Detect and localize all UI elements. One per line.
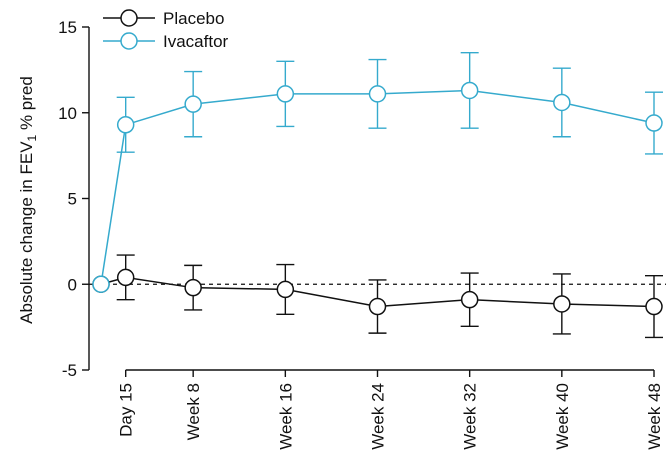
legend-label: Placebo bbox=[163, 9, 224, 28]
y-tick-label: 0 bbox=[68, 275, 77, 294]
data-point bbox=[553, 93, 571, 112]
data-point bbox=[92, 275, 110, 293]
y-tick-label: 10 bbox=[58, 104, 77, 123]
data-point bbox=[116, 116, 135, 134]
legend-item-ivacaftor: Ivacaftor bbox=[103, 32, 229, 51]
x-tick-label: Week 32 bbox=[461, 383, 480, 450]
y-tick-label: -5 bbox=[62, 361, 77, 380]
legend-item-placebo: Placebo bbox=[103, 9, 224, 28]
data-point bbox=[184, 278, 202, 297]
x-tick-label: Week 8 bbox=[184, 383, 203, 440]
y-tick-label: 5 bbox=[68, 190, 77, 209]
data-point bbox=[368, 85, 387, 103]
legend: Placebo Ivacaftor bbox=[103, 9, 229, 51]
legend-marker bbox=[120, 32, 138, 50]
y-axis-title-subscript: 1 bbox=[25, 134, 39, 141]
x-tick-label: Week 48 bbox=[645, 383, 664, 450]
data-point bbox=[116, 268, 135, 287]
data-point bbox=[553, 295, 571, 313]
x-tick-label: Day 15 bbox=[117, 383, 136, 437]
x-tick-label: Week 16 bbox=[276, 383, 295, 450]
data-point bbox=[368, 297, 387, 316]
data-point bbox=[460, 81, 479, 100]
x-tick-label: Week 40 bbox=[553, 383, 572, 450]
series-line bbox=[100, 89, 655, 285]
legend-marker bbox=[120, 9, 138, 27]
series-placebo bbox=[92, 254, 663, 339]
data-point bbox=[460, 290, 479, 309]
series-ivacaftor bbox=[92, 52, 663, 293]
data-point bbox=[276, 85, 295, 103]
legend-label: Ivacaftor bbox=[163, 32, 229, 51]
data-point bbox=[645, 114, 663, 132]
y-tick-label: 15 bbox=[58, 18, 77, 37]
x-tick-label: Week 24 bbox=[369, 383, 388, 450]
data-point bbox=[645, 297, 663, 316]
data-point bbox=[184, 95, 202, 113]
y-axis-title: Absolute change in FEV1 % pred bbox=[17, 76, 39, 324]
y-axis-title-suffix: % pred bbox=[17, 76, 36, 135]
data-point bbox=[276, 280, 295, 299]
series-line bbox=[100, 276, 655, 308]
